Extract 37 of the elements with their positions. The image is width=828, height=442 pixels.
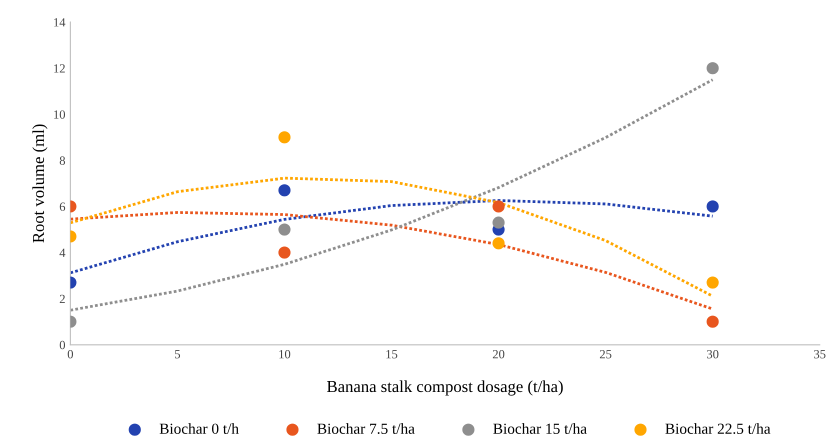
x-tick-label: 5: [175, 350, 180, 358]
x-tick-label: 25: [600, 350, 612, 358]
y-tick-label: 14: [54, 18, 66, 26]
point: [706, 276, 719, 289]
legend-label: Biochar 7.5 t/ha: [317, 423, 415, 434]
point: [278, 184, 291, 196]
point: [492, 237, 505, 250]
y-tick-label: 6: [60, 202, 66, 211]
line-series: [70, 199, 714, 274]
point: [706, 316, 719, 328]
legend-label: Biochar 22.5 t/ha: [665, 423, 770, 434]
y-tick-label: 8: [60, 156, 66, 165]
point: [706, 200, 719, 213]
legend-label: Biochar 0 t/h: [160, 423, 239, 434]
x-tick-label: 35: [814, 350, 826, 358]
point: [278, 223, 291, 236]
x-axis-title: Banana stalk compost dosage (t/ha): [327, 380, 563, 396]
point: [706, 62, 719, 74]
y-tick-label: 2: [60, 294, 65, 304]
x-tick-label: 15: [386, 350, 398, 358]
line-series: [70, 78, 714, 312]
y-tick-label: 12: [54, 64, 65, 73]
x-tick-label: 0: [68, 350, 74, 358]
line-series: [70, 211, 714, 310]
y-tick-label: 4: [60, 248, 66, 257]
line-series: [70, 176, 714, 298]
y-tick-label: 10: [54, 110, 66, 119]
point: [278, 131, 291, 144]
legend-label: Biochar 15 t/ha: [493, 423, 587, 434]
y-tick-label: 0: [60, 340, 66, 350]
x-tick-label: 10: [279, 350, 290, 358]
y-axis-title: Root volume (ml): [32, 124, 48, 243]
x-tick-label: 20: [492, 350, 504, 358]
point: [492, 216, 505, 229]
x-tick-label: 30: [707, 350, 718, 358]
point: [278, 246, 291, 259]
point: [492, 200, 505, 213]
